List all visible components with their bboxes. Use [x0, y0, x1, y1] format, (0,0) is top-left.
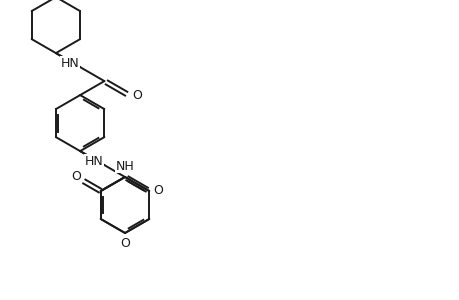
Text: HN: HN: [61, 57, 79, 70]
Text: O: O: [132, 88, 142, 102]
Text: O: O: [153, 184, 163, 197]
Text: O: O: [120, 238, 129, 250]
Text: NH: NH: [115, 160, 134, 172]
Text: O: O: [72, 170, 81, 184]
Text: HN: HN: [85, 154, 104, 168]
